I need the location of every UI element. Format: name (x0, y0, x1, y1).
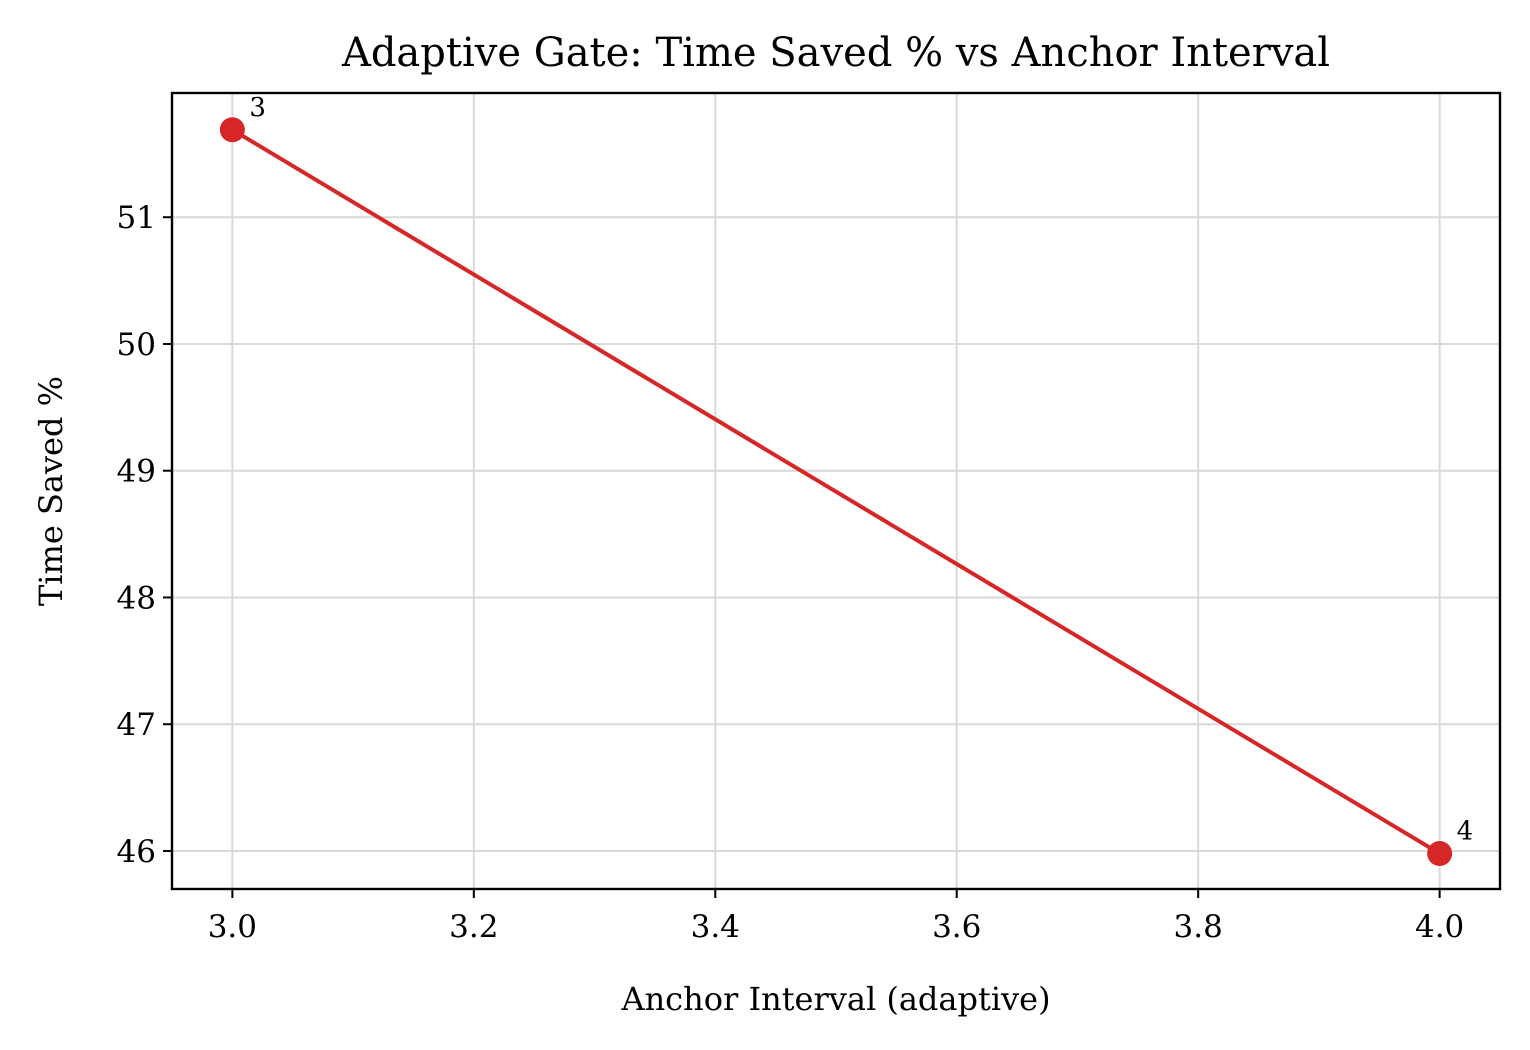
x-axis-label: Anchor Interval (adaptive) (620, 980, 1050, 1018)
series-line (230, 127, 1442, 856)
x-tick-label: 3.8 (1174, 909, 1223, 945)
y-tick-label: 47 (117, 707, 156, 743)
x-tick-label: 3.6 (932, 909, 981, 945)
y-tick-label: 51 (117, 200, 156, 236)
y-tick-label: 46 (117, 834, 156, 870)
grid (172, 93, 1500, 889)
x-tick-label: 3.2 (449, 909, 498, 945)
y-tick-label: 49 (117, 454, 156, 490)
y-axis-label: Time Saved % (32, 376, 70, 606)
series-layer: 34 (219, 93, 1474, 867)
x-axis: 3.0 3.2 3.4 3.6 3.8 4.0 (208, 889, 1464, 945)
x-tick-label: 4.0 (1415, 909, 1464, 945)
y-tick-label: 50 (117, 327, 156, 363)
y-axis: 46 47 48 49 50 51 (117, 200, 172, 870)
x-tick-label: 3.4 (691, 909, 740, 945)
point-annotation: 3 (249, 93, 266, 123)
plot-frame (170, 91, 1502, 891)
data-point (1427, 841, 1453, 867)
data-point (219, 117, 245, 143)
chart-title: Adaptive Gate: Time Saved % vs Anchor In… (341, 30, 1330, 76)
y-tick-label: 48 (117, 580, 156, 616)
point-annotation: 4 (1457, 817, 1474, 847)
x-tick-label: 3.0 (208, 909, 257, 945)
